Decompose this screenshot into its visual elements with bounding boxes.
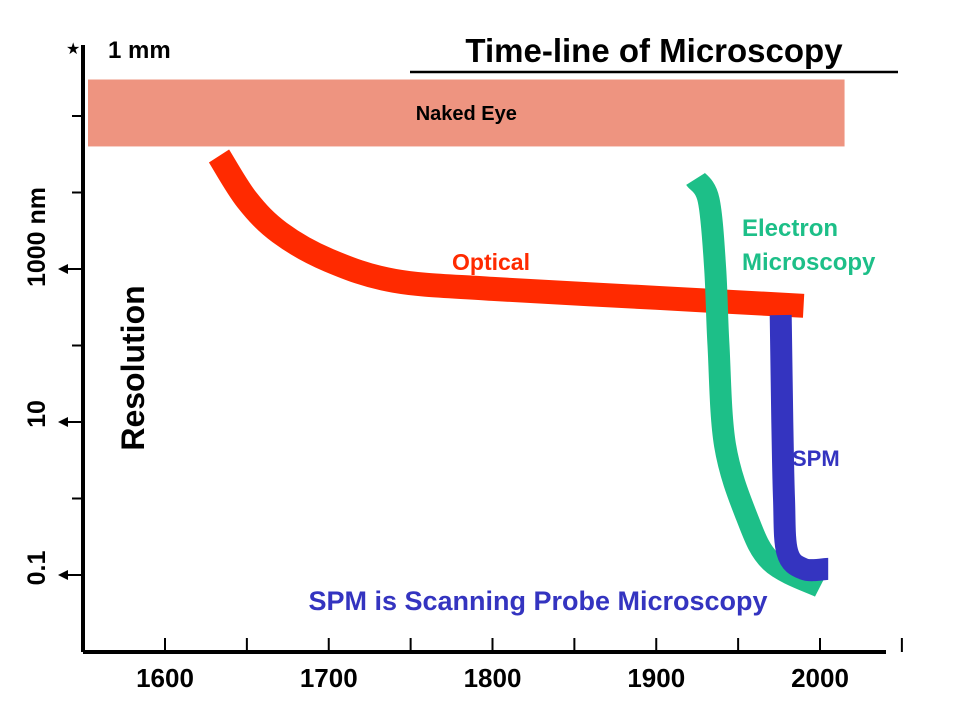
- naked-eye-band: [88, 79, 845, 147]
- optical-series-label: Optical: [452, 249, 530, 275]
- x-tick-label: 2000: [791, 663, 849, 693]
- y-tick-label-1000nm: 1000 nm: [23, 187, 51, 287]
- electron-series-label-line1: Electron: [742, 215, 838, 242]
- x-tick-label: 1900: [627, 663, 685, 693]
- electron-series-curve: [686, 171, 826, 597]
- y-top-star-icon: ★: [66, 39, 80, 58]
- x-axis-ticks: [164, 638, 903, 652]
- chart-title: Time-line of Microscopy: [465, 32, 843, 69]
- x-tick-labels: 1600 1700 1800 1900 2000: [136, 663, 849, 693]
- optical-series-curve: [208, 149, 805, 318]
- spm-series-curve: [769, 314, 829, 582]
- naked-eye-label: Naked Eye: [416, 103, 517, 125]
- x-tick-label: 1800: [464, 663, 522, 693]
- y-tick-label-0-1: 0.1: [23, 551, 51, 586]
- x-tick-label: 1700: [300, 663, 358, 693]
- spm-series-label: SPM: [792, 446, 840, 471]
- y-axis-title: Resolution: [115, 285, 151, 450]
- y-tick-label-1mm: 1 mm: [108, 37, 171, 64]
- y-tick-label-10: 10: [23, 400, 51, 428]
- electron-series-label-line2: Microscopy: [742, 249, 876, 276]
- footnote: SPM is Scanning Probe Microscopy: [308, 586, 767, 616]
- x-tick-label: 1600: [136, 663, 194, 693]
- y-axis-ticks: ★: [58, 39, 83, 580]
